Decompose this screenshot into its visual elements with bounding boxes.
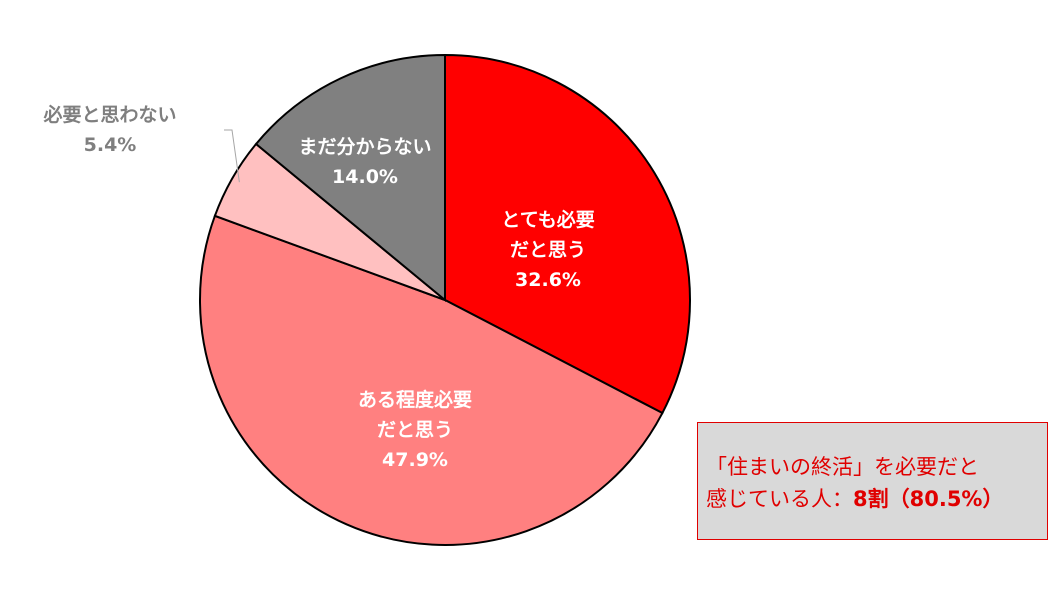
value-label: 32.6% (515, 269, 581, 291)
pie-slice (444, 53, 691, 415)
annotation: 「住まいの終活」を必要だと 感じている人：8割（80.5%） (697, 422, 1048, 540)
data-label: 必要と思わない 5.4% (43, 100, 176, 160)
pie-slice (254, 53, 446, 303)
data-label: とても必要 だと思う 32.6% (501, 205, 594, 295)
annotation-emphasis: 8割（80.5%） (853, 487, 1004, 511)
slice-label: ある程度必要 だと思う (357, 389, 473, 441)
annotation-text: 「住まいの終活」を必要だと 感じている人： (706, 455, 979, 511)
data-label: ある程度必要 だと思う 47.9% (358, 385, 472, 475)
slice-label: まだ分からない (298, 136, 432, 158)
pie-slice (199, 214, 664, 546)
data-label: まだ分からない 14.0% (298, 132, 431, 192)
leader-line (224, 129, 240, 183)
value-label: 5.4% (83, 134, 137, 156)
slice-label: 必要と思わない (43, 104, 177, 126)
value-label: 47.9% (382, 449, 448, 471)
slice-label: とても必要 だと思う (501, 209, 595, 261)
value-label: 14.0% (332, 166, 398, 188)
